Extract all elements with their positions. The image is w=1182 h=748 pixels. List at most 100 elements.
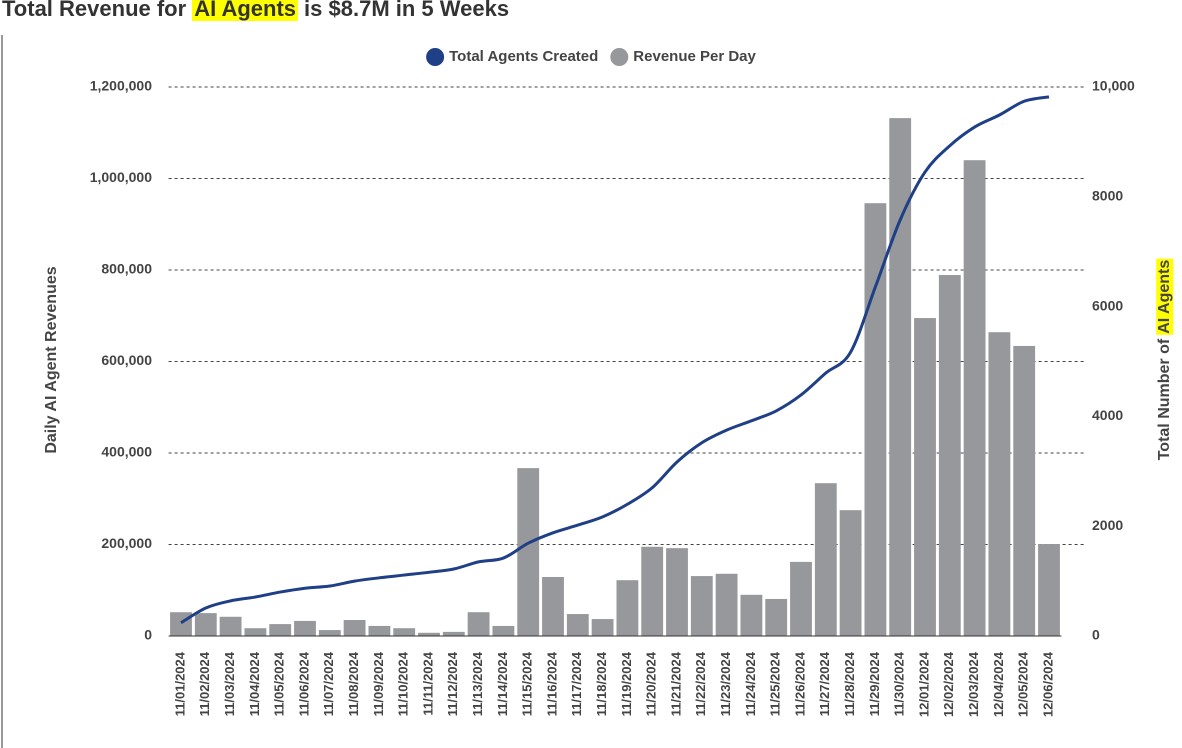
bar (219, 616, 242, 636)
y2-tick-label: 6000 (1092, 297, 1123, 313)
x-tick-label: 11/01/2024 (172, 651, 187, 716)
y2-label-part: Total Number of (1156, 338, 1173, 460)
x-tick-label: 11/02/2024 (197, 651, 212, 716)
y2-axis-label: Total Number of AI Agents (1156, 258, 1174, 461)
x-tick-label: 11/25/2024 (768, 651, 783, 716)
bar (740, 594, 763, 636)
x-tick-label: 11/22/2024 (693, 651, 708, 716)
bar (963, 160, 986, 636)
x-tick-label: 12/01/2024 (916, 651, 931, 717)
y2-label-part: AI Agents (1156, 260, 1173, 334)
bar (393, 628, 416, 636)
bar (1038, 544, 1060, 636)
x-tick-label: 11/07/2024 (321, 651, 336, 716)
chart-title: Total Revenue for AI Agents is $8.7M in 5 … (2, 0, 515, 22)
x-tick-label: 11/14/2024 (495, 651, 510, 716)
y-axis-label: Daily AI Agent Revenues (43, 266, 60, 453)
bar (839, 510, 862, 636)
bar (641, 546, 664, 636)
legend-marker (610, 48, 629, 66)
bar (442, 631, 465, 636)
bar (790, 561, 812, 636)
x-tick-label: 11/12/2024 (445, 651, 460, 716)
bar (170, 612, 192, 636)
line (180, 95, 1050, 625)
x-tick-label: 11/11/2024 (420, 651, 435, 715)
x-tick-label: 11/23/2024 (718, 651, 733, 716)
bar (765, 598, 788, 636)
bar (814, 483, 837, 636)
label-highlight (1156, 258, 1174, 335)
bar (269, 624, 292, 636)
bar (194, 613, 217, 636)
x-tick-label: 11/27/2024 (817, 651, 832, 716)
bar (864, 203, 887, 636)
x-tick-label: 11/05/2024 (272, 651, 287, 716)
x-tick-label: 12/05/2024 (1016, 651, 1031, 717)
bar (1013, 345, 1036, 636)
y-tick-label: 400,000 (101, 444, 152, 460)
y2-axis-label-text: Total Number of AI Agents (1156, 260, 1173, 461)
y2-tick-label: 8000 (1092, 188, 1123, 204)
x-tick-label: 11/03/2024 (222, 651, 237, 716)
y-tick-label: 200,000 (101, 535, 152, 551)
x-tick-label: 11/17/2024 (569, 651, 584, 716)
legend-label: Total Agents Created (449, 48, 598, 65)
x-tick-label: 11/19/2024 (619, 651, 634, 716)
bar (914, 318, 936, 636)
x-tick-label: 12/06/2024 (1040, 651, 1055, 717)
x-tick-label: 11/20/2024 (644, 651, 659, 716)
y-tick-label: 1,000,000 (90, 169, 152, 185)
x-tick-label: 11/13/2024 (470, 651, 485, 716)
x-tick-label: 11/21/2024 (668, 651, 683, 716)
y-tick-label: 0 (144, 627, 152, 643)
bar (715, 573, 738, 636)
y-tick-label: 600,000 (101, 352, 152, 368)
bar (517, 468, 540, 636)
x-tick-label: 11/04/2024 (247, 651, 262, 716)
x-tick-label: 11/18/2024 (594, 651, 609, 716)
y2-tick-label: 2000 (1092, 517, 1123, 533)
x-tick-label: 11/09/2024 (371, 651, 386, 716)
y-tick-label: 800,000 (101, 261, 152, 277)
x-tick-label: 12/04/2024 (991, 651, 1006, 717)
title-highlight: AI Agents (192, 0, 299, 21)
bar (244, 628, 267, 636)
bar (542, 576, 564, 636)
x-tick-label: 11/30/2024 (892, 651, 907, 716)
bar (318, 630, 341, 636)
x-tick-label: 11/28/2024 (842, 651, 857, 716)
y2-tick-label: 10,000 (1092, 78, 1135, 94)
bar (988, 332, 1011, 636)
bar (666, 548, 688, 636)
legend-marker (426, 48, 445, 66)
bar (889, 118, 912, 637)
y-tick-label: 1,200,000 (90, 78, 152, 94)
y2-tick-label: 0 (1092, 627, 1100, 643)
bar (492, 625, 515, 636)
bar (368, 625, 391, 636)
bar (591, 619, 614, 636)
x-tick-label: 11/26/2024 (792, 651, 807, 716)
x-tick-label: 11/06/2024 (296, 651, 311, 716)
bar (467, 612, 490, 636)
bar (690, 576, 713, 636)
bar (616, 580, 639, 636)
legend-label: Revenue Per Day (633, 48, 756, 65)
title-part: Total Revenue for (2, 0, 187, 21)
x-tick-label: 11/08/2024 (346, 651, 361, 716)
x-tick-label: 12/02/2024 (941, 651, 956, 717)
x-tick-label: 12/03/2024 (966, 651, 981, 717)
bar (938, 275, 961, 636)
bar (418, 632, 440, 636)
bar (566, 614, 589, 636)
title-part: is $8.7M in 5 Weeks (304, 0, 510, 21)
x-tick-label: 11/10/2024 (396, 651, 411, 716)
bar (343, 619, 366, 636)
y2-tick-label: 4000 (1092, 407, 1123, 423)
x-tick-label: 11/24/2024 (743, 651, 758, 716)
x-tick-label: 11/15/2024 (520, 651, 535, 716)
legend: Total Agents Created Revenue Per Day (426, 48, 757, 66)
